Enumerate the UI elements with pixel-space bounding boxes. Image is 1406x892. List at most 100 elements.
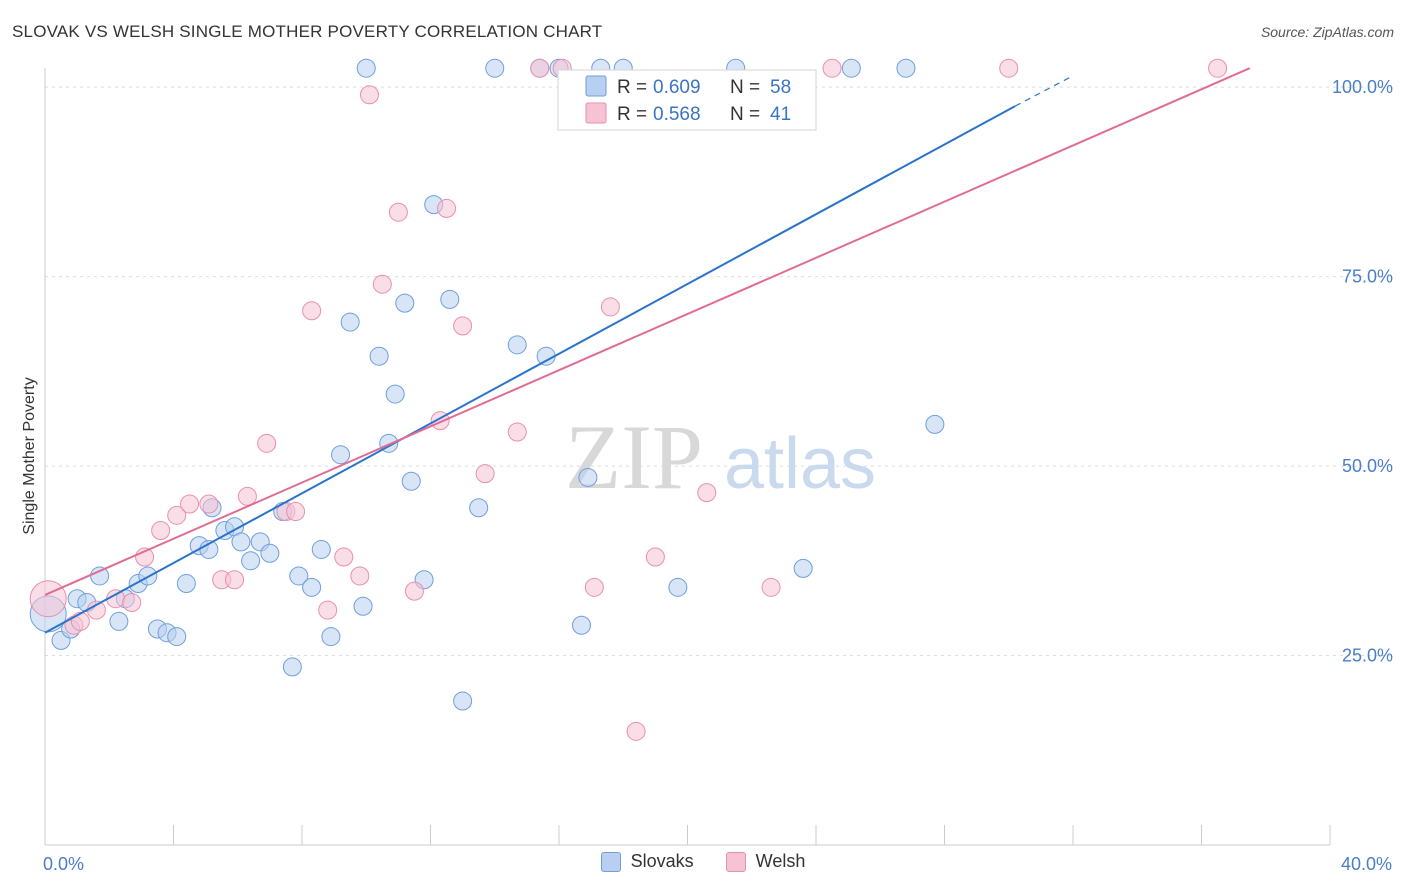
welsh-stats-swatch bbox=[585, 102, 607, 124]
r-label: R = bbox=[617, 104, 647, 125]
welsh-point bbox=[350, 566, 370, 586]
slovaks-point bbox=[401, 471, 421, 491]
y-tick-label: 75.0% bbox=[1342, 267, 1393, 287]
slovaks-point bbox=[311, 539, 331, 559]
slovaks-point bbox=[282, 657, 302, 677]
welsh-point bbox=[584, 577, 604, 597]
watermark-atlas: atlas bbox=[724, 424, 876, 504]
welsh-point bbox=[437, 198, 457, 218]
welsh-point bbox=[822, 58, 842, 78]
welsh-point bbox=[388, 202, 408, 222]
welsh-point bbox=[404, 581, 424, 601]
welsh-point bbox=[530, 58, 550, 78]
welsh-point bbox=[453, 316, 473, 336]
slovaks-trend-line bbox=[44, 105, 1016, 634]
n-value: 58 bbox=[770, 77, 791, 98]
slovaks-point bbox=[385, 384, 405, 404]
r-label: R = bbox=[617, 77, 647, 98]
y-axis-label: Single Mother Poverty bbox=[21, 377, 38, 534]
welsh-point bbox=[70, 611, 90, 631]
slovaks-point bbox=[331, 445, 351, 465]
data-points bbox=[29, 58, 1228, 741]
welsh-point bbox=[697, 483, 717, 503]
slovaks-point bbox=[302, 577, 322, 597]
legend-label-welsh: Welsh bbox=[755, 851, 806, 871]
slovaks-point bbox=[578, 467, 598, 487]
slovaks-point bbox=[668, 577, 688, 597]
welsh-point bbox=[761, 577, 781, 597]
n-label: N = bbox=[730, 77, 760, 98]
welsh-trend-line bbox=[44, 67, 1251, 596]
welsh-point bbox=[999, 58, 1019, 78]
n-label: N = bbox=[730, 104, 760, 125]
slovaks-point bbox=[176, 574, 196, 594]
slovaks-point bbox=[507, 335, 527, 355]
welsh-point bbox=[302, 301, 322, 321]
slovaks-point bbox=[167, 627, 187, 647]
slovaks-point bbox=[241, 551, 261, 571]
welsh-point bbox=[180, 494, 200, 514]
stats-legend: R = 0.609 N = 58 R = 0.568 N = 41 bbox=[557, 69, 817, 131]
legend-item-slovaks: Slovaks bbox=[600, 851, 694, 872]
welsh-point bbox=[225, 570, 245, 590]
slovaks-point bbox=[571, 615, 591, 635]
slovaks-point bbox=[395, 293, 415, 313]
x-tick-label: 40.0% bbox=[1341, 854, 1392, 874]
welsh-point bbox=[151, 520, 171, 540]
welsh-point bbox=[318, 600, 338, 620]
grid-lines bbox=[45, 86, 1394, 657]
slovaks-point bbox=[793, 558, 813, 578]
welsh-point bbox=[645, 547, 665, 567]
welsh-point bbox=[600, 297, 620, 317]
slovaks-point bbox=[469, 498, 489, 518]
chart-title: SLOVAK VS WELSH SINGLE MOTHER POVERTY CO… bbox=[12, 22, 603, 41]
slovaks-point bbox=[340, 312, 360, 332]
y-tick-label: 50.0% bbox=[1342, 456, 1393, 476]
slovaks-point bbox=[231, 532, 251, 552]
slovaks-trend-extension bbox=[1014, 75, 1074, 107]
welsh-point bbox=[507, 422, 527, 442]
x-tick-label: 0.0% bbox=[43, 854, 84, 874]
slovaks-point bbox=[353, 596, 373, 616]
welsh-point bbox=[167, 505, 187, 525]
welsh-point bbox=[199, 494, 219, 514]
trend-lines bbox=[44, 67, 1251, 634]
slovaks-point bbox=[841, 58, 861, 78]
slovaks-point bbox=[485, 58, 505, 78]
slovaks-point bbox=[109, 611, 129, 631]
r-value: 0.609 bbox=[653, 77, 701, 98]
slovaks-point bbox=[356, 58, 376, 78]
welsh-point bbox=[359, 85, 379, 105]
welsh-point bbox=[626, 721, 646, 741]
r-value: 0.568 bbox=[653, 104, 701, 125]
slovaks-point bbox=[260, 543, 280, 563]
slovaks-point bbox=[453, 691, 473, 711]
y-tick-label: 25.0% bbox=[1342, 646, 1393, 666]
welsh-point bbox=[286, 502, 306, 522]
welsh-swatch bbox=[725, 851, 746, 872]
slovaks-swatch bbox=[600, 851, 621, 872]
slovaks-point bbox=[90, 566, 110, 586]
slovaks-point bbox=[369, 346, 389, 366]
legend-item-welsh: Welsh bbox=[725, 851, 806, 872]
n-value: 41 bbox=[770, 104, 791, 125]
source-label: Source: ZipAtlas.com bbox=[1260, 24, 1394, 40]
welsh-point bbox=[334, 547, 354, 567]
slovaks-point bbox=[289, 566, 309, 586]
legend-label-slovaks: Slovaks bbox=[630, 851, 694, 871]
slovaks-stats-swatch bbox=[585, 75, 607, 97]
welsh-point bbox=[475, 464, 495, 484]
y-tick-label: 100.0% bbox=[1332, 77, 1393, 97]
series-legend: Slovaks Welsh bbox=[0, 851, 1406, 872]
slovaks-point bbox=[925, 414, 945, 434]
slovaks-point bbox=[440, 289, 460, 309]
welsh-point bbox=[372, 274, 392, 294]
welsh-point bbox=[29, 580, 67, 618]
welsh-point bbox=[257, 433, 277, 453]
welsh-point bbox=[1208, 58, 1228, 78]
watermark-zip: ZIP bbox=[565, 406, 703, 508]
slovaks-point bbox=[896, 58, 916, 78]
welsh-point bbox=[122, 592, 142, 612]
axes: 25.0% 50.0% 75.0% 100.0% 0.0% 40.0% bbox=[43, 68, 1393, 874]
